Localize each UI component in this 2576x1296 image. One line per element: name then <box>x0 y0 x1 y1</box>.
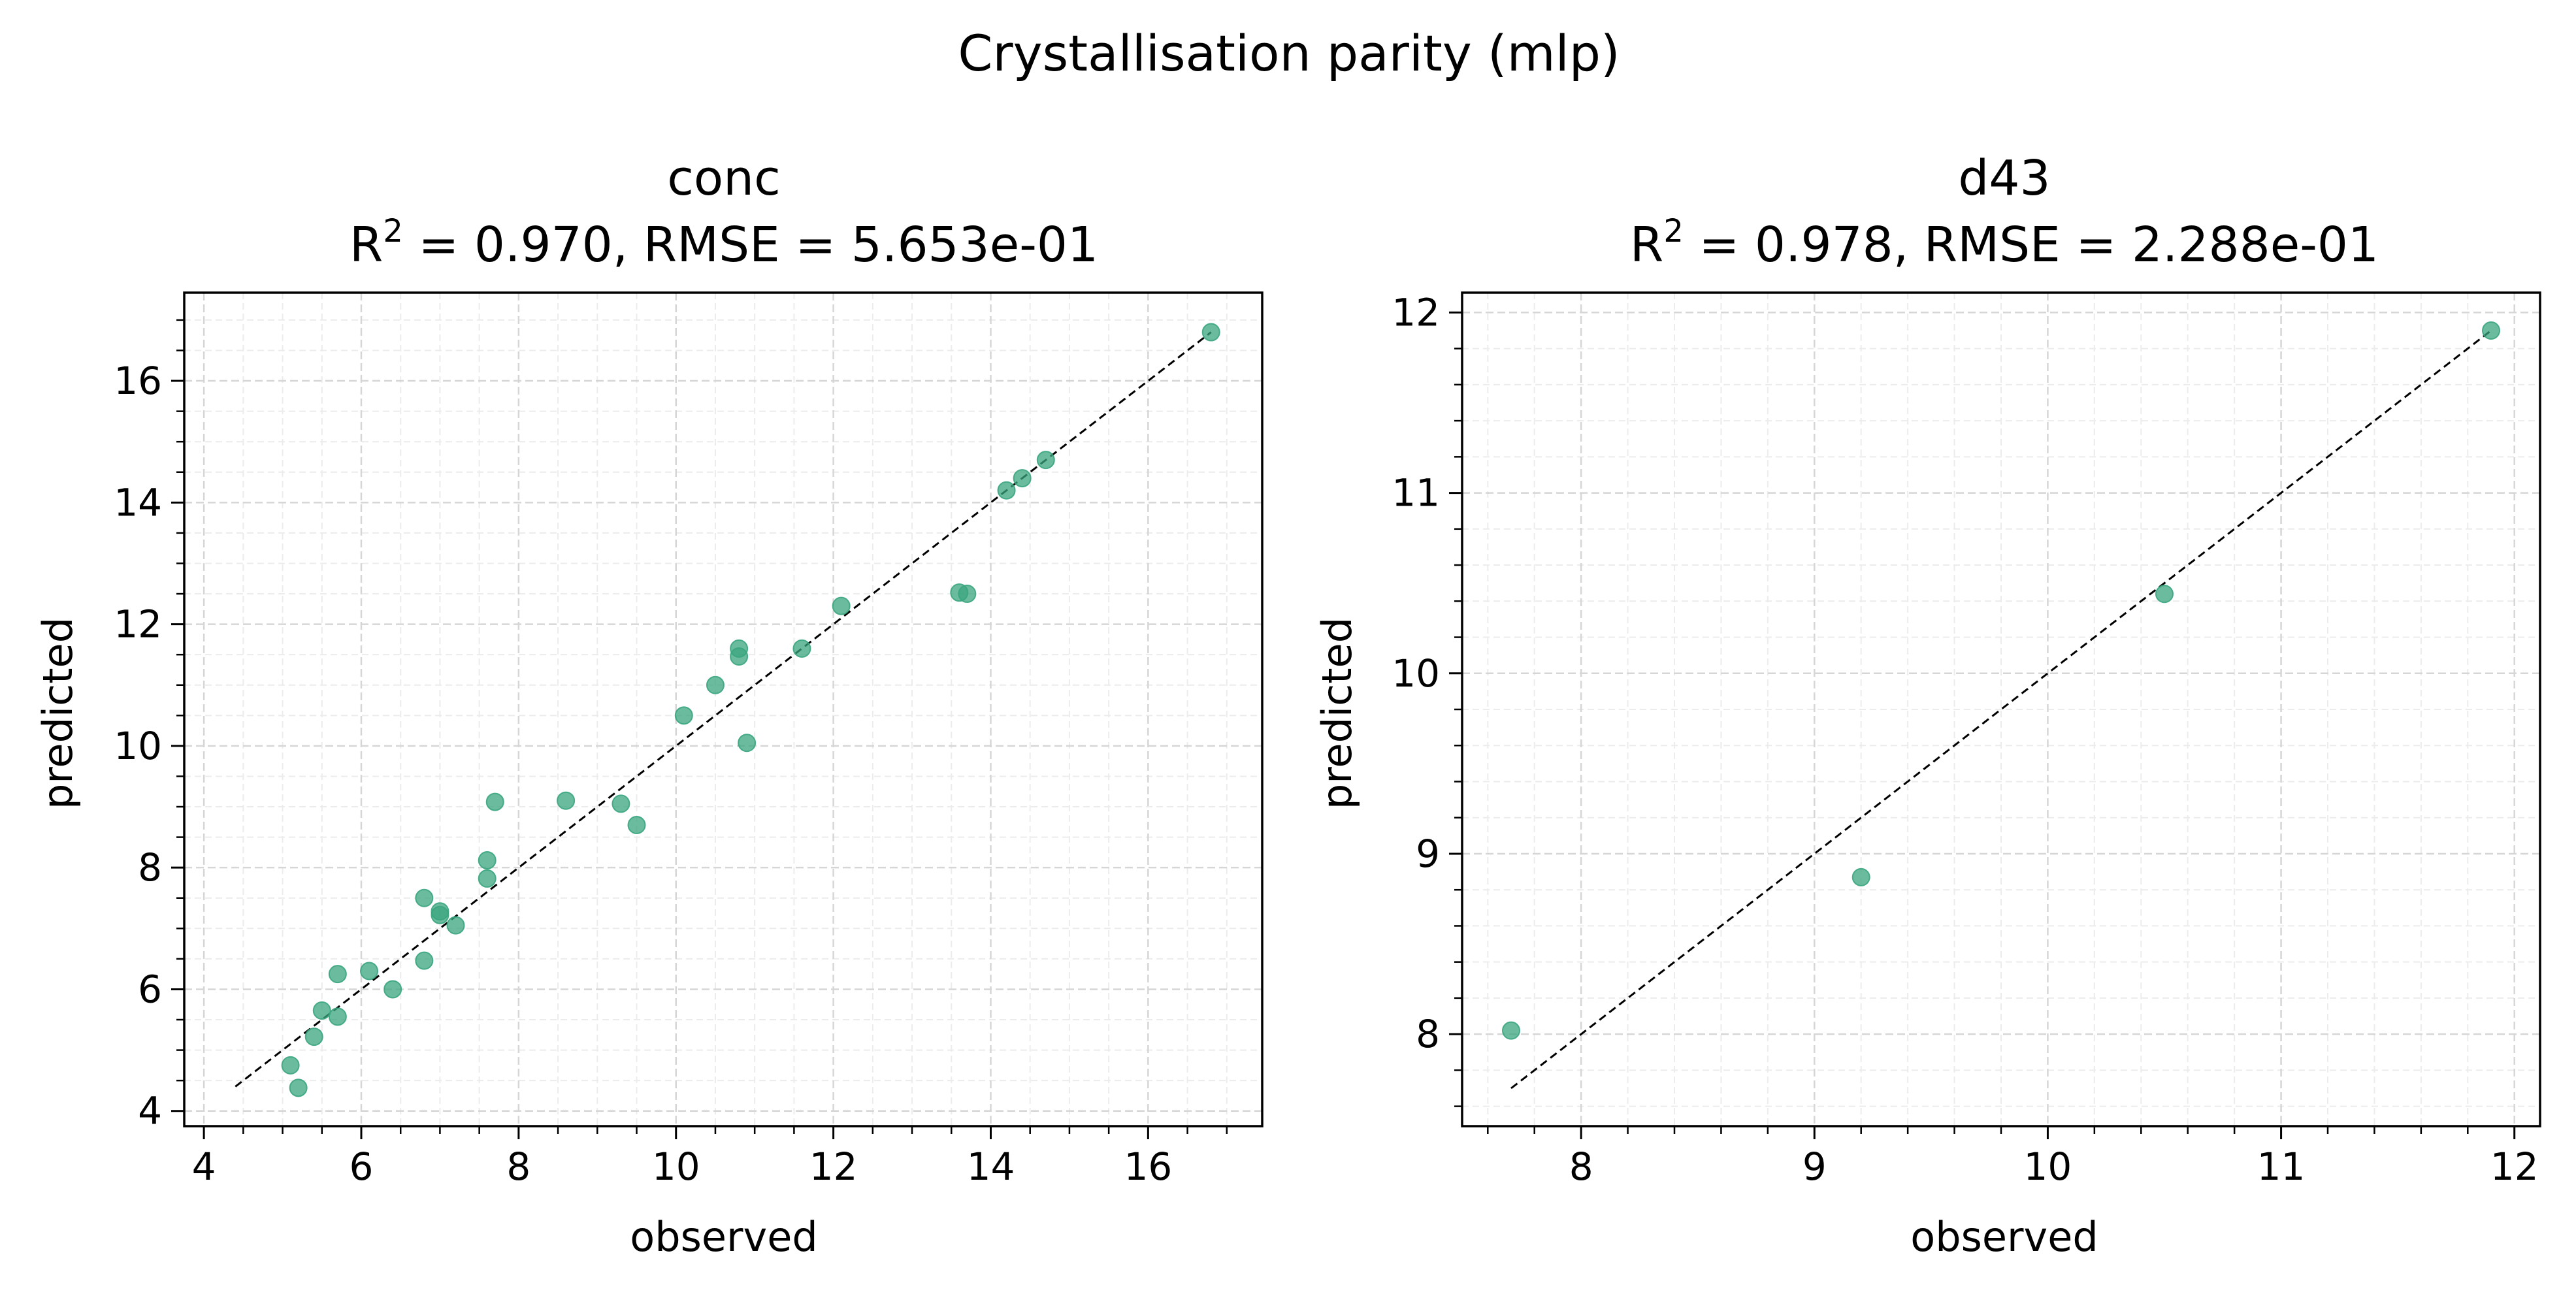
x-axis-label: observed <box>1910 1213 2098 1261</box>
y-tick-label: 8 <box>1416 1012 1440 1056</box>
grid <box>1462 293 2540 1126</box>
y-tick-label: 10 <box>114 724 162 768</box>
data-point <box>2482 321 2500 340</box>
r2-exponent: 2 <box>1663 213 1684 250</box>
x-tick-label: 4 <box>192 1144 216 1189</box>
grid <box>184 293 1262 1126</box>
axis-ticks: 4 6 8 10 12 14 16 4 6 8 10 12 14 16 <box>114 319 1228 1189</box>
panel-title: conc <box>667 150 781 206</box>
x-tick-label: 11 <box>2257 1144 2306 1189</box>
data-point <box>738 734 757 753</box>
y-tick-label: 6 <box>138 967 162 1011</box>
data-point <box>415 888 434 907</box>
data-point <box>281 1056 300 1075</box>
y-tick-label: 11 <box>1392 471 1440 515</box>
identity-line <box>235 331 1212 1088</box>
x-tick-label: 8 <box>506 1144 530 1189</box>
x-tick-label: 10 <box>652 1144 700 1189</box>
data-point <box>1201 323 1220 342</box>
data-point <box>478 869 497 888</box>
data-point <box>415 951 434 970</box>
y-axis-label: predicted <box>1313 617 1361 809</box>
y-tick-label: 8 <box>138 845 162 890</box>
metrics-text: = 0.970, RMSE = 5.653e-01 <box>403 217 1098 273</box>
data-point <box>557 791 576 810</box>
data-point <box>958 585 977 604</box>
panel-title: d43 <box>1958 150 2050 206</box>
y-tick-label: 4 <box>138 1089 162 1133</box>
figure-suptitle: Crystallisation parity (mlp) <box>958 24 1620 82</box>
panel-d43: d43 R2 = 0.978, RMSE = 2.288e-01 8 9 10 11 1… <box>1313 150 2541 1261</box>
x-tick-label: 8 <box>1569 1144 1593 1189</box>
y-tick-label: 14 <box>114 480 162 525</box>
x-tick-label: 10 <box>2024 1144 2072 1189</box>
data-point <box>478 850 497 869</box>
panel-conc: conc R2 = 0.970, RMSE = 5.653e-01 4 6 8 10 1… <box>34 150 1264 1261</box>
data-point <box>2155 585 2174 604</box>
data-point <box>1013 469 1032 488</box>
data-point <box>997 481 1016 500</box>
y-axis-label: predicted <box>34 617 82 809</box>
y-tick-label: 10 <box>1392 651 1440 696</box>
y-tick-label: 12 <box>1392 290 1440 334</box>
y-tick-label: 12 <box>114 602 162 647</box>
x-tick-label: 9 <box>1802 1144 1827 1189</box>
metrics-text: = 0.978, RMSE = 2.288e-01 <box>1684 217 2379 273</box>
data-point <box>383 980 402 999</box>
data-point <box>446 916 465 935</box>
data-point <box>1502 1021 1520 1040</box>
x-tick-label: 12 <box>2490 1144 2539 1189</box>
x-tick-label: 16 <box>1124 1144 1172 1189</box>
data-point <box>431 905 449 924</box>
data-point <box>485 792 504 811</box>
x-tick-label: 6 <box>350 1144 374 1189</box>
r2-label: R <box>1630 217 1663 273</box>
data-point <box>730 639 749 658</box>
data-point <box>360 962 379 980</box>
panel-metrics: R2 = 0.970, RMSE = 5.653e-01 <box>350 213 1098 273</box>
data-point <box>328 1007 347 1026</box>
data-point <box>1036 451 1055 470</box>
data-point <box>792 639 811 658</box>
r2-label: R <box>350 217 383 273</box>
x-tick-label: 12 <box>809 1144 858 1189</box>
x-tick-label: 14 <box>967 1144 1015 1189</box>
data-point <box>706 675 725 694</box>
x-axis-label: observed <box>630 1213 817 1261</box>
data-point <box>289 1078 308 1097</box>
identity-line <box>1510 329 2492 1090</box>
data-points <box>281 323 1220 1097</box>
data-point <box>674 706 693 725</box>
plot-frame <box>183 291 1264 1127</box>
data-point <box>611 794 630 813</box>
data-point <box>304 1028 323 1046</box>
axis-ticks: 8 9 10 11 12 8 9 10 11 12 <box>1392 290 2538 1189</box>
data-point <box>328 965 347 984</box>
data-point <box>627 815 646 834</box>
y-tick-label: 16 <box>114 359 162 403</box>
y-tick-label: 9 <box>1416 832 1440 876</box>
data-point <box>312 1001 331 1020</box>
data-point <box>832 596 851 615</box>
data-points <box>1502 321 2500 1040</box>
r2-exponent: 2 <box>383 213 403 250</box>
data-point <box>1851 867 1870 886</box>
panel-metrics: R2 = 0.978, RMSE = 2.288e-01 <box>1630 213 2379 273</box>
